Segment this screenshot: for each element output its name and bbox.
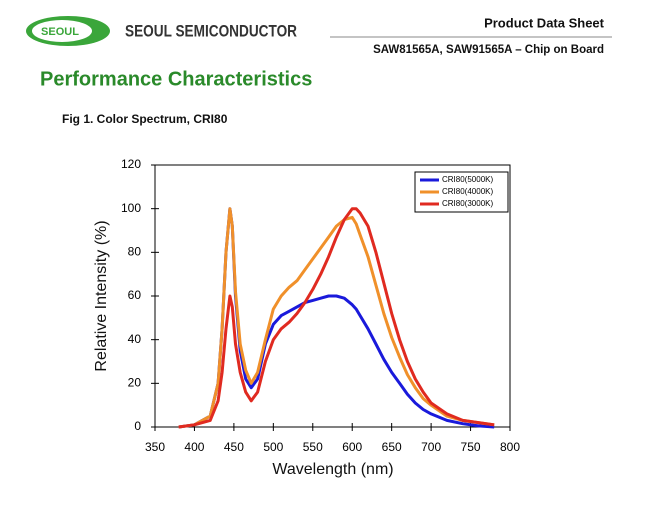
x-tick-label: 450 xyxy=(224,440,244,454)
section-title: Performance Characteristics xyxy=(40,68,312,90)
y-axis-label: Relative Intensity (%) xyxy=(93,220,110,371)
y-tick-label: 20 xyxy=(128,376,142,390)
logo-text: SEOUL xyxy=(41,26,79,38)
y-tick-label: 100 xyxy=(121,201,141,215)
legend-label: CRI80(5000K) xyxy=(442,175,493,184)
x-tick-label: 500 xyxy=(263,440,283,454)
series-line xyxy=(178,207,495,429)
x-tick-label: 700 xyxy=(421,440,441,454)
company: SEOUL SEMICONDUCTOR xyxy=(125,21,297,40)
x-tick-label: 350 xyxy=(145,440,165,454)
legend-label: CRI80(4000K) xyxy=(442,187,493,196)
y-tick-label: 0 xyxy=(134,419,141,433)
legend-label: CRI80(3000K) xyxy=(442,199,493,208)
x-tick-label: 400 xyxy=(184,440,204,454)
series-line xyxy=(178,207,495,429)
x-axis-label: Wavelength (nm) xyxy=(272,461,393,478)
x-tick-label: 800 xyxy=(500,440,520,454)
x-tick-label: 600 xyxy=(342,440,362,454)
y-tick-label: 60 xyxy=(128,288,142,302)
y-tick-label: 40 xyxy=(128,332,142,346)
x-tick-label: 650 xyxy=(382,440,402,454)
y-tick-label: 120 xyxy=(121,157,141,171)
x-tick-label: 550 xyxy=(303,440,323,454)
figure-caption: Fig 1. Color Spectrum, CRI80 xyxy=(62,112,228,126)
logo-inner xyxy=(32,20,92,42)
x-tick-label: 750 xyxy=(461,440,481,454)
y-tick-label: 80 xyxy=(128,245,142,259)
doc-type: Product Data Sheet xyxy=(484,15,605,30)
products: SAW81565A, SAW91565A – Chip on Board xyxy=(373,44,604,56)
